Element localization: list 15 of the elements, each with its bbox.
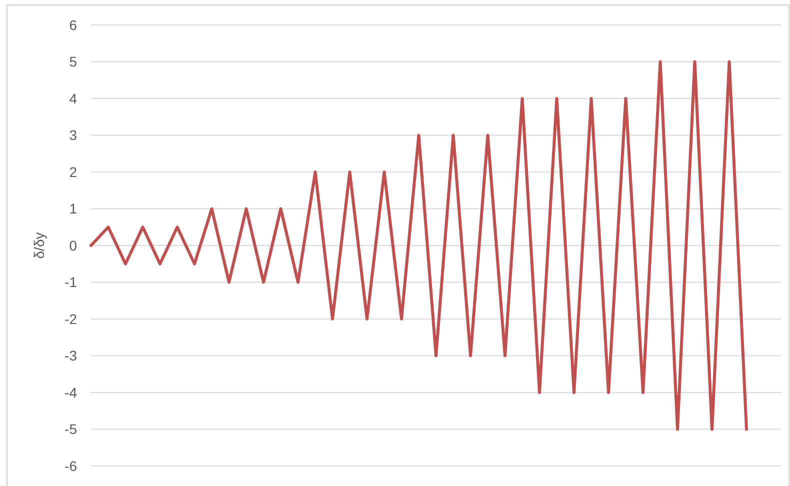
y-tick-label: 1 bbox=[69, 200, 78, 217]
y-tick-label: -4 bbox=[64, 384, 78, 400]
y-tick-label: 5 bbox=[69, 54, 78, 70]
y-tick-label: -5 bbox=[64, 421, 78, 438]
y-tick-label: 0 bbox=[69, 237, 78, 254]
y-tick-label: -6 bbox=[64, 458, 78, 474]
y-axis-title: δ/δy bbox=[31, 232, 47, 259]
y-tick-label: -1 bbox=[64, 274, 78, 290]
line-series bbox=[90, 60, 748, 431]
y-tick-label: 3 bbox=[69, 127, 78, 144]
y-tick-label: 2 bbox=[69, 164, 78, 180]
y-tick-label: -2 bbox=[64, 310, 78, 327]
y-tick-label: -3 bbox=[64, 348, 78, 364]
y-tick-label: 4 bbox=[69, 90, 78, 106]
y-tick-label: 6 bbox=[69, 16, 78, 33]
